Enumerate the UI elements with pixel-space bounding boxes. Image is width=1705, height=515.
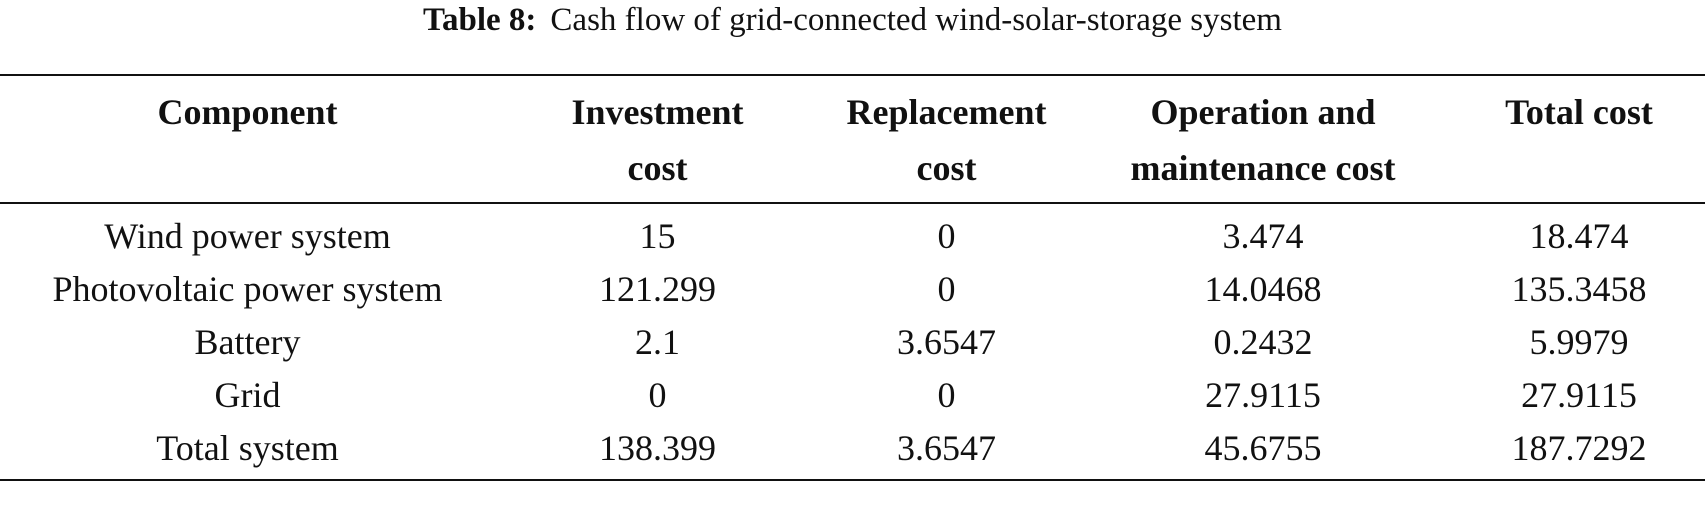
cell-operation-maintenance-cost: 3.474 <box>1222 216 1304 256</box>
header-line: Investment <box>571 92 744 132</box>
cell-operation-maintenance-cost: 14.0468 <box>1204 269 1322 309</box>
cell-component: Total system <box>156 428 339 468</box>
header-line: Component <box>157 92 338 132</box>
cell-investment-cost: 121.299 <box>599 269 716 309</box>
cell-operation-maintenance-cost: 45.6755 <box>1204 428 1322 468</box>
table-row: Total system 138.399 3.6547 45.6755 187.… <box>0 422 1705 480</box>
cell-investment-cost: 15 <box>639 216 676 256</box>
header-line: Replacement <box>846 92 1047 132</box>
header-line: cost <box>916 148 977 188</box>
cell-total-cost: 18.474 <box>1529 216 1629 256</box>
table-caption: Table 8: Cash flow of grid-connected wind… <box>0 0 1705 44</box>
header-line: Operation and <box>1150 92 1376 132</box>
cell-component: Wind power system <box>104 216 391 256</box>
header-row: Component Investment cost Replacement co… <box>0 75 1705 204</box>
table-row: Photovoltaic power system 121.299 0 14.0… <box>0 263 1705 316</box>
header-line: cost <box>627 148 688 188</box>
header-line: Total cost <box>1505 92 1653 132</box>
cell-replacement-cost: 0 <box>937 216 956 256</box>
header-line: maintenance cost <box>1130 148 1396 188</box>
cell-replacement-cost: 0 <box>937 269 956 309</box>
cell-total-cost: 5.9979 <box>1529 322 1629 362</box>
cell-investment-cost: 2.1 <box>635 322 680 362</box>
cell-investment-cost: 138.399 <box>599 428 716 468</box>
header-replacement-cost: Replacement cost <box>820 75 1073 204</box>
header-component: Component <box>0 75 495 204</box>
table-caption-label: Table 8: <box>423 2 537 38</box>
cell-component: Photovoltaic power system <box>52 269 443 309</box>
table-row: Wind power system 15 0 3.474 18.474 <box>0 203 1705 263</box>
cell-replacement-cost: 3.6547 <box>897 428 996 468</box>
cell-total-cost: 187.7292 <box>1511 428 1647 468</box>
cell-replacement-cost: 0 <box>937 375 956 415</box>
header-operation-maintenance-cost: Operation and maintenance cost <box>1073 75 1453 204</box>
table-body: Wind power system 15 0 3.474 18.474 Phot… <box>0 203 1705 480</box>
cell-component: Battery <box>194 322 301 362</box>
cell-operation-maintenance-cost: 27.9115 <box>1205 375 1321 415</box>
cell-replacement-cost: 3.6547 <box>897 322 996 362</box>
table-header: Component Investment cost Replacement co… <box>0 75 1705 204</box>
cell-total-cost: 135.3458 <box>1511 269 1647 309</box>
cell-operation-maintenance-cost: 0.2432 <box>1213 322 1313 362</box>
cell-component: Grid <box>214 375 281 415</box>
cell-investment-cost: 0 <box>648 375 667 415</box>
table-row: Battery 2.1 3.6547 0.2432 5.9979 <box>0 316 1705 369</box>
cash-flow-table: Component Investment cost Replacement co… <box>0 74 1705 481</box>
table-caption-text: Cash flow of grid-connected wind-solar-s… <box>550 2 1282 38</box>
header-investment-cost: Investment cost <box>495 75 820 204</box>
table-row: Grid 0 0 27.9115 27.9115 <box>0 369 1705 422</box>
cell-total-cost: 27.9115 <box>1521 375 1637 415</box>
header-total-cost: Total cost <box>1453 75 1705 204</box>
